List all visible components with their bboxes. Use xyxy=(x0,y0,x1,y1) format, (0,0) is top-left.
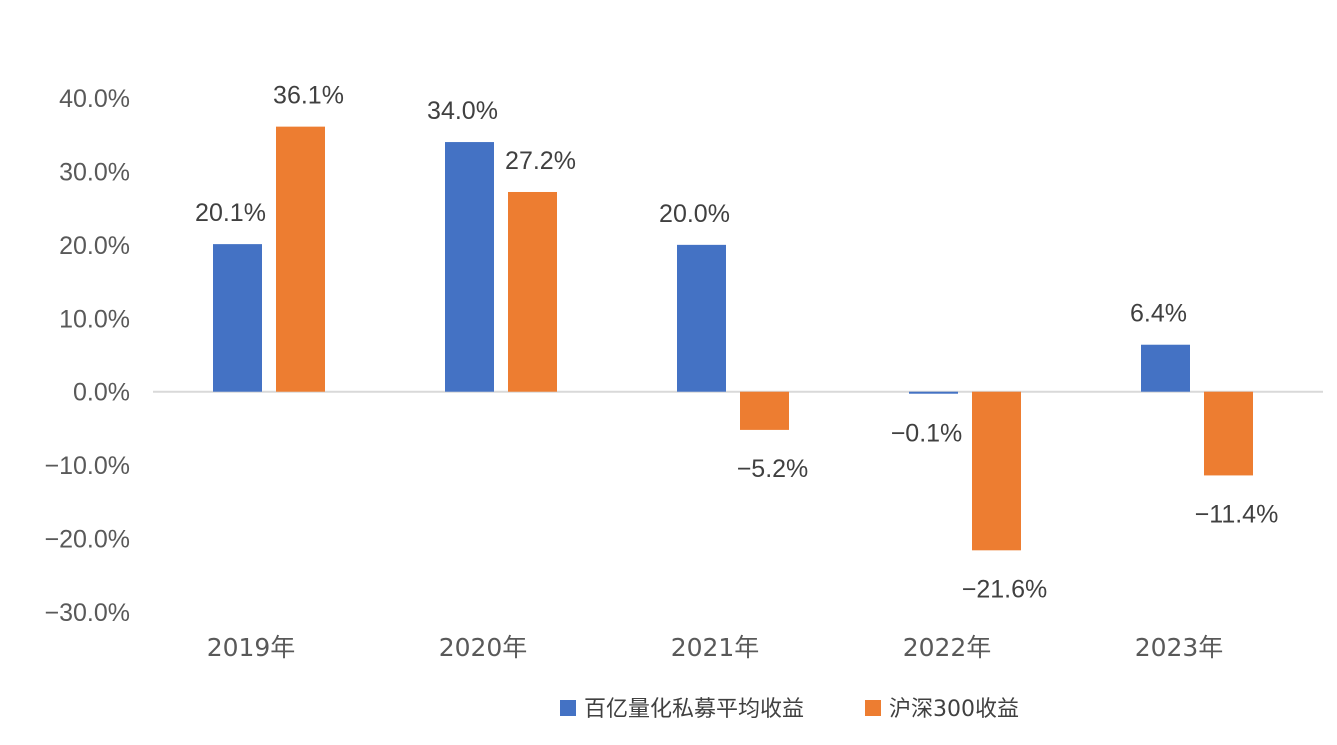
y-tick-label: 20.0% xyxy=(59,232,130,260)
bar-quant-private-fund-1 xyxy=(445,142,494,392)
y-tick-label: −20.0% xyxy=(45,526,131,554)
x-category-label: 2022年 xyxy=(903,633,992,662)
y-tick-label: 40.0% xyxy=(59,85,130,113)
legend-label-0: 百亿量化私募平均收益 xyxy=(584,697,804,722)
bar-csi300-4 xyxy=(1204,391,1253,476)
bar-csi300-1 xyxy=(508,191,557,392)
legend-swatch-1 xyxy=(865,700,881,716)
y-tick-label: −30.0% xyxy=(45,599,131,627)
bar-csi300-3 xyxy=(972,391,1021,551)
data-label: −5.2% xyxy=(737,455,809,483)
y-tick-label: 0.0% xyxy=(73,379,130,407)
x-category-label: 2023年 xyxy=(1135,633,1224,662)
data-label: 34.0% xyxy=(427,97,498,125)
legend-swatch-0 xyxy=(560,700,576,716)
bar-quant-private-fund-3 xyxy=(909,391,958,394)
y-tick-label: 30.0% xyxy=(59,158,130,186)
bar-quant-private-fund-0 xyxy=(213,244,262,392)
data-label: 36.1% xyxy=(273,82,344,110)
bar-series xyxy=(213,126,1253,551)
x-category-label: 2021年 xyxy=(671,633,760,662)
y-tick-label: −10.0% xyxy=(45,452,131,480)
data-label: 20.0% xyxy=(659,200,730,228)
x-category-label: 2020年 xyxy=(439,633,528,662)
data-label: −11.4% xyxy=(1195,500,1279,528)
data-label: −21.6% xyxy=(962,575,1048,603)
bar-quant-private-fund-2 xyxy=(677,244,726,392)
data-labels: 20.1% 34.0% 20.0% −0.1% 6.4% 36.1% 27.2% −5.2% −… xyxy=(195,82,1278,604)
y-axis-tick-labels: 40.0% 30.0% 20.0% 10.0% 0.0% −10.0% −20.0% −30.… xyxy=(45,85,131,627)
bar-csi300-2 xyxy=(740,391,789,430)
data-label: 27.2% xyxy=(505,147,576,175)
x-category-label: 2019年 xyxy=(207,633,296,662)
legend-label-1: 沪深300收益 xyxy=(889,697,1019,722)
x-axis-category-labels: 2019年 2020年 2021年 2022年 2023年 xyxy=(207,633,1224,662)
data-label: 20.1% xyxy=(195,199,266,227)
legend: 百亿量化私募平均收益 沪深300收益 xyxy=(560,697,1019,722)
bar-csi300-0 xyxy=(276,126,325,392)
bar-quant-private-fund-4 xyxy=(1141,344,1190,392)
data-label: 6.4% xyxy=(1130,300,1187,328)
y-tick-label: 10.0% xyxy=(59,305,130,333)
data-label: −0.1% xyxy=(891,420,963,448)
